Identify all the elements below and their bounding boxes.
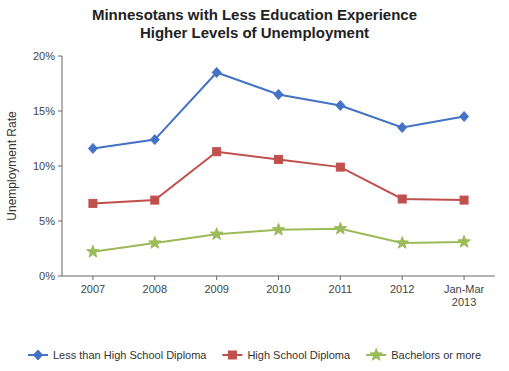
series-line (93, 152, 464, 204)
x-tick-label: Jan-Mar2013 (444, 283, 485, 308)
x-tick (92, 276, 93, 280)
point (398, 195, 406, 203)
x-tick-label: 2009 (204, 283, 228, 295)
legend-label: High School Diploma (247, 349, 351, 361)
legend-label: Less than High School Diploma (53, 349, 207, 361)
point (460, 196, 468, 204)
x-tick-label: 2010 (266, 283, 290, 295)
x-tick-label: 2007 (81, 283, 105, 295)
point (274, 90, 283, 100)
point (275, 155, 283, 163)
legend-item: Less than High School Diploma (28, 349, 207, 361)
title: Minnesotans with Less Education Experien… (92, 6, 417, 41)
point (210, 228, 222, 240)
y-tick-label: 15% (33, 105, 55, 117)
y-tick-label: 0% (39, 270, 55, 282)
x-tick-label: 2011 (329, 283, 353, 295)
legend-marker (370, 349, 382, 361)
y-tick (58, 111, 62, 112)
x-tick (216, 276, 217, 280)
point (336, 101, 345, 111)
point (398, 123, 407, 133)
legend-marker (34, 350, 43, 360)
point (150, 135, 159, 145)
x-tick (402, 276, 403, 280)
legend-label: Bachelors or more (391, 349, 481, 361)
point (334, 222, 346, 234)
y-axis (62, 56, 63, 276)
y-tick-label: 20% (33, 50, 55, 62)
point (396, 237, 408, 249)
point (213, 148, 221, 156)
y-tick (58, 276, 62, 277)
point (89, 199, 97, 207)
x-tick (340, 276, 341, 280)
point (149, 237, 161, 249)
series-line (93, 73, 464, 149)
legend-marker (228, 351, 236, 359)
legend-item: High School Diploma (222, 349, 351, 361)
point (458, 235, 470, 247)
y-tick (58, 56, 62, 57)
y-axis-label: Unemployment Rate (5, 111, 19, 221)
point (272, 223, 284, 235)
y-tick (58, 221, 62, 222)
x-tick (464, 276, 465, 280)
legend: Less than High School Diploma High School… (28, 349, 481, 362)
x-tick-label: 2012 (390, 283, 414, 295)
point (87, 245, 99, 257)
plot-area (87, 68, 471, 258)
point (88, 143, 97, 153)
x-tick (278, 276, 279, 280)
chart: Minnesotans with Less Education Experien… (0, 0, 509, 371)
point (336, 163, 344, 171)
legend-item: Bachelors or more (366, 349, 481, 362)
point (212, 68, 221, 78)
point (151, 196, 159, 204)
y-tick (58, 166, 62, 167)
y-tick-label: 5% (39, 215, 55, 227)
x-tick (154, 276, 155, 280)
x-tick-label: 2008 (143, 283, 167, 295)
point (460, 112, 469, 122)
y-tick-label: 10% (33, 160, 55, 172)
